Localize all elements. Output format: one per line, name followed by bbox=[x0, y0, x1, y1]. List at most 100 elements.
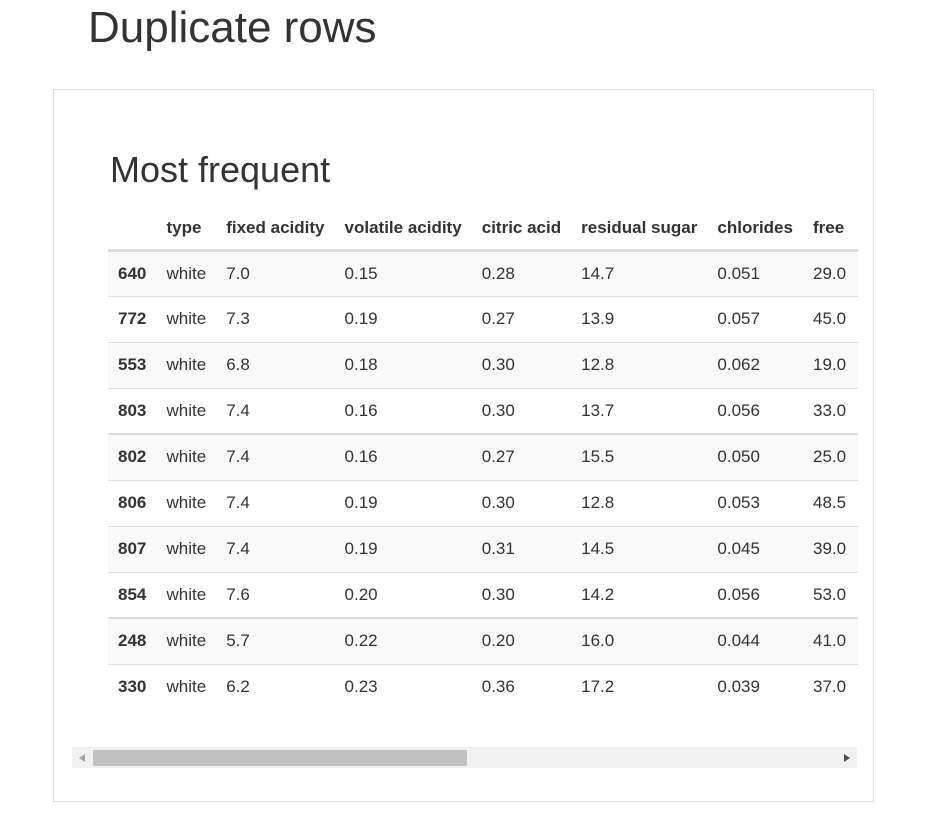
cell-residual-sugar: 14.2 bbox=[571, 571, 708, 619]
section-title: Most frequent bbox=[110, 149, 331, 190]
cell-citric-acid: 0.27 bbox=[471, 433, 572, 480]
table-row: 640 white 7.0 0.15 0.28 14.7 0.051 29.0 bbox=[108, 250, 858, 296]
cell-volatile-acidity: 0.19 bbox=[334, 525, 472, 572]
cell-volatile-acidity: 0.19 bbox=[334, 479, 472, 526]
cell-free: 33.0 bbox=[803, 387, 858, 435]
row-index: 772 bbox=[108, 295, 157, 342]
table-row: 803 white 7.4 0.16 0.30 13.7 0.056 33.0 bbox=[108, 387, 858, 435]
cell-chlorides: 0.044 bbox=[707, 617, 803, 664]
column-header-fixed-acidity: fixed acidity bbox=[216, 208, 335, 252]
cell-volatile-acidity: 0.18 bbox=[334, 341, 472, 388]
table-row: 772 white 7.3 0.19 0.27 13.9 0.057 45.0 bbox=[108, 295, 858, 342]
cell-citric-acid: 0.30 bbox=[471, 571, 572, 619]
cell-free: 29.0 bbox=[813, 263, 847, 283]
row-index: 807 bbox=[108, 525, 157, 572]
cell-type: white bbox=[156, 663, 217, 708]
duplicates-table: type fixed acidity volatile acidity citr… bbox=[108, 208, 858, 708]
cell-type: white bbox=[156, 617, 217, 664]
cell-fixed-acidity: 7.4 bbox=[216, 433, 335, 480]
cell-volatile-acidity: 0.19 bbox=[334, 295, 472, 342]
cell-type: white bbox=[156, 479, 217, 526]
cell-chlorides: 0.045 bbox=[707, 525, 803, 572]
cell-free: 25.0 bbox=[803, 433, 858, 480]
cell-residual-sugar: 12.8 bbox=[571, 341, 708, 388]
cell-citric-acid: 0.30 bbox=[471, 387, 572, 435]
cell-residual-sugar: 16.0 bbox=[571, 617, 708, 664]
column-header-citric-acid: citric acid bbox=[471, 208, 572, 252]
cell-residual-sugar: 17.2 bbox=[571, 663, 708, 708]
table-row: 807 white 7.4 0.19 0.31 14.5 0.045 39.0 bbox=[108, 525, 858, 572]
cell-citric-acid: 0.30 bbox=[471, 341, 572, 388]
cell-chlorides: 0.056 bbox=[707, 571, 803, 619]
cell-type: white bbox=[156, 295, 217, 342]
cell-free: 19.0 bbox=[803, 341, 858, 388]
cell-free: 53.0 bbox=[803, 571, 858, 619]
horizontal-scrollbar[interactable] bbox=[72, 747, 857, 768]
cell-volatile-acidity: 0.23 bbox=[334, 663, 472, 708]
cell-residual-sugar: 14.7 bbox=[581, 263, 615, 283]
cell-fixed-acidity: 7.6 bbox=[216, 571, 335, 619]
cell-volatile-acidity: 0.20 bbox=[334, 571, 472, 619]
cell-volatile-acidity: 0.16 bbox=[334, 433, 472, 480]
arrow-left-icon[interactable] bbox=[72, 747, 92, 768]
column-header-free: free bbox=[803, 208, 858, 252]
cell-fixed-acidity: 7.4 bbox=[216, 525, 335, 572]
column-header-volatile-acidity: volatile acidity bbox=[334, 208, 472, 252]
row-index: 803 bbox=[108, 387, 157, 435]
table-row: 802 white 7.4 0.16 0.27 15.5 0.050 25.0 bbox=[108, 433, 858, 480]
cell-volatile-acidity: 0.15 bbox=[344, 263, 378, 283]
row-index: 248 bbox=[108, 617, 157, 664]
cell-chlorides: 0.057 bbox=[707, 295, 803, 342]
cell-citric-acid: 0.31 bbox=[471, 525, 572, 572]
table-row: 330 white 6.2 0.23 0.36 17.2 0.039 37.0 bbox=[108, 663, 858, 708]
cell-fixed-acidity: 7.4 bbox=[216, 479, 335, 526]
cell-residual-sugar: 13.7 bbox=[571, 387, 708, 435]
arrow-right-icon[interactable] bbox=[837, 747, 857, 768]
cell-chlorides: 0.056 bbox=[707, 387, 803, 435]
cell-volatile-acidity: 0.22 bbox=[334, 617, 472, 664]
cell-free: 48.5 bbox=[803, 479, 858, 526]
cell-volatile-acidity: 0.16 bbox=[334, 387, 472, 435]
cell-chlorides: 0.039 bbox=[707, 663, 803, 708]
column-header-type: type bbox=[156, 208, 217, 252]
cell-chlorides: 0.062 bbox=[707, 341, 803, 388]
cell-citric-acid: 0.36 bbox=[471, 663, 572, 708]
column-header-residual-sugar: residual sugar bbox=[571, 208, 708, 252]
table-header-row: type fixed acidity volatile acidity citr… bbox=[108, 208, 858, 252]
cell-residual-sugar: 13.9 bbox=[571, 295, 708, 342]
cell-chlorides: 0.050 bbox=[707, 433, 803, 480]
cell-citric-acid: 0.27 bbox=[471, 295, 572, 342]
cell-citric-acid: 0.20 bbox=[471, 617, 572, 664]
row-index: 330 bbox=[108, 663, 157, 708]
cell-chlorides: 0.053 bbox=[707, 479, 803, 526]
cell-fixed-acidity: 6.8 bbox=[216, 341, 335, 388]
duplicate-rows-panel: Most frequent type fixed acidity volatil… bbox=[53, 89, 874, 802]
table-scroll-area[interactable]: type fixed acidity volatile acidity citr… bbox=[108, 208, 858, 708]
row-index: 806 bbox=[108, 479, 157, 526]
cell-fixed-acidity: 5.7 bbox=[216, 617, 335, 664]
cell-citric-acid: 0.30 bbox=[471, 479, 572, 526]
table-row: 248 white 5.7 0.22 0.20 16.0 0.044 41.0 bbox=[108, 617, 858, 664]
cell-residual-sugar: 12.8 bbox=[571, 479, 708, 526]
row-index: 640 bbox=[118, 263, 147, 283]
cell-free: 37.0 bbox=[803, 663, 858, 708]
cell-chlorides: 0.051 bbox=[717, 263, 760, 283]
cell-free: 45.0 bbox=[803, 295, 858, 342]
cell-type: white bbox=[156, 525, 217, 572]
cell-type: white bbox=[156, 571, 217, 619]
cell-type: white bbox=[166, 263, 207, 283]
column-header-chlorides: chlorides bbox=[707, 208, 803, 252]
row-index: 553 bbox=[108, 341, 157, 388]
scrollbar-thumb[interactable] bbox=[93, 750, 467, 766]
cell-residual-sugar: 15.5 bbox=[571, 433, 708, 480]
cell-citric-acid: 0.28 bbox=[481, 263, 515, 283]
table-row: 854 white 7.6 0.20 0.30 14.2 0.056 53.0 bbox=[108, 571, 858, 619]
row-index: 854 bbox=[108, 571, 157, 619]
page-title: Duplicate rows bbox=[88, 3, 377, 52]
cell-fixed-acidity: 7.3 bbox=[216, 295, 335, 342]
cell-fixed-acidity: 7.4 bbox=[216, 387, 335, 435]
cell-type: white bbox=[156, 387, 217, 435]
cell-fixed-acidity: 6.2 bbox=[216, 663, 335, 708]
cell-fixed-acidity: 7.0 bbox=[226, 263, 250, 283]
cell-free: 39.0 bbox=[803, 525, 858, 572]
